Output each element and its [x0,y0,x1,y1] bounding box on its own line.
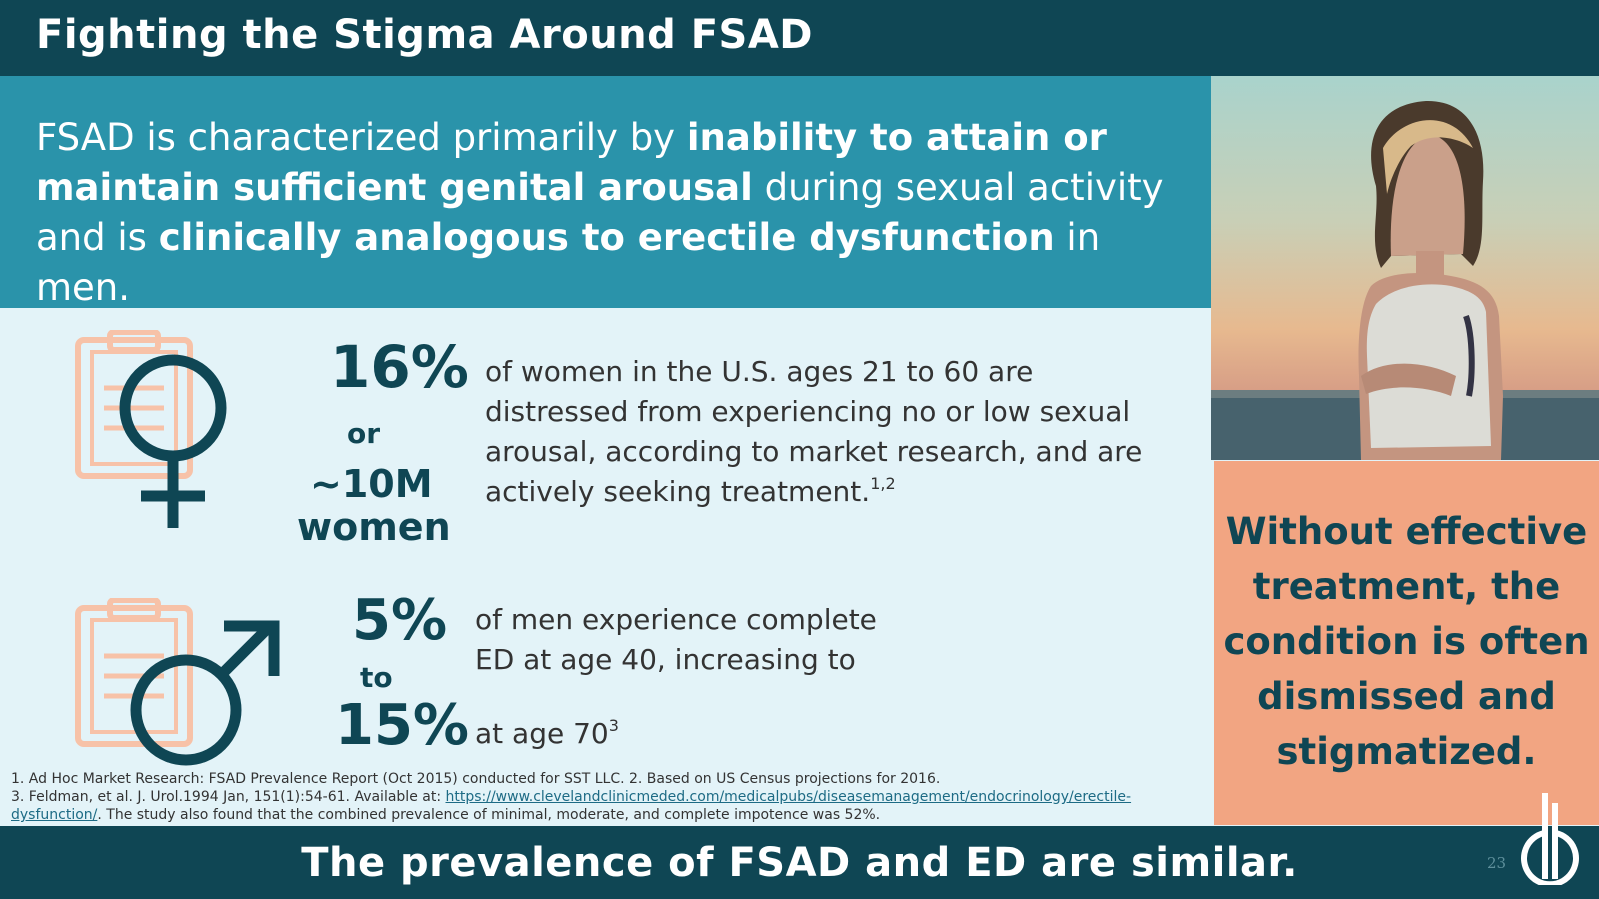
callout-box [1214,461,1599,825]
women-or: or [347,417,381,450]
intro-bold-part: inability to attain or maintain sufficie… [36,116,1107,209]
women-unit: women [297,505,451,549]
footnotes: 1. Ad Hoc Market Research: FSAD Prevalen… [11,770,1221,824]
slide-title: Fighting the Stigma Around FSAD [36,12,814,58]
women-description: of women in the U.S. ages 21 to 60 are d… [485,352,1165,512]
footnote-line-1: 1. Ad Hoc Market Research: FSAD Prevalen… [11,771,941,787]
intro-text: FSAD is characterized primarily by inabi… [36,113,1196,313]
woman-photo-illustration [1211,100,1599,460]
female-symbol-icon [119,354,227,528]
men-high-percent: 15% [335,693,470,758]
women-count: ~10M [310,462,433,506]
footnote-line-2: 3. Feldman, et al. J. Urol.1994 Jan, 151… [11,788,1221,824]
intro-text-part: in men. [36,216,1101,309]
men-low-percent: 5% [352,588,448,653]
footnote-text: . The study also found that the combined… [97,807,881,823]
men-reference: 3 [608,716,619,735]
company-logo-icon [1521,793,1579,885]
title-bar [0,0,1599,76]
page-number: 23 [1487,854,1507,872]
men-description-end: at age 703 [475,714,775,754]
woman-photo [1211,76,1599,460]
callout-text: Without effective treatment, the conditi… [1223,510,1590,773]
footnote-text: 3. Feldman, et al. J. Urol.1994 Jan, 151… [11,789,446,805]
women-percent: 16% [330,333,469,401]
footer-bar [0,826,1599,899]
women-description-text: of women in the U.S. ages 21 to 60 are d… [485,355,1143,508]
clipboard-icon [75,598,193,747]
intro-text-part: FSAD is characterized primarily by [36,116,687,159]
men-description-end-text: at age 70 [475,717,609,750]
men-to: to [360,661,393,694]
male-symbol-icon [130,620,280,766]
women-reference: 1,2 [870,474,896,493]
footer-text: The prevalence of FSAD and ED are simila… [301,840,1298,886]
footnote-link[interactable]: https://www.clevelandclinicmeded.com/med… [11,789,1132,823]
intro-text-part: during sexual activity and is [36,166,1164,259]
intro-bold-part: clinically analogous to erectile dysfunc… [158,216,1055,259]
intro-box [0,76,1211,308]
men-description: of men experience complete ED at age 40,… [475,603,877,676]
